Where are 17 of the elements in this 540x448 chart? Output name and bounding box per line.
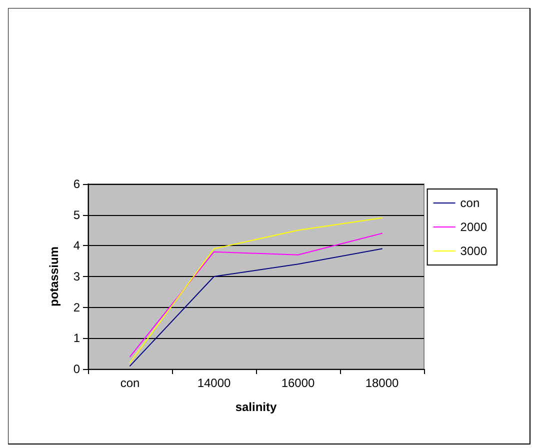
y-axis-title: potassium [47,246,61,307]
x-axis-title: salinity [235,400,277,414]
x-tick-label: 16000 [281,376,316,390]
x-tick-label: 14000 [197,376,232,390]
y-tick-label: 6 [73,177,80,191]
y-tick-label: 4 [73,238,80,253]
y-tick-label: 3 [73,270,80,284]
x-tick-label: 18000 [365,376,400,390]
y-tick-label: 1 [73,331,80,346]
x-tick-label: con [120,376,140,390]
legend-label: 3000 [460,244,488,258]
y-tick-label: 0 [73,362,80,376]
legend-label: 2000 [460,220,488,234]
legend-label: con [460,196,480,210]
line-series [130,248,382,366]
y-tick-label: 2 [73,300,80,314]
y-tick-label: 5 [73,208,80,222]
